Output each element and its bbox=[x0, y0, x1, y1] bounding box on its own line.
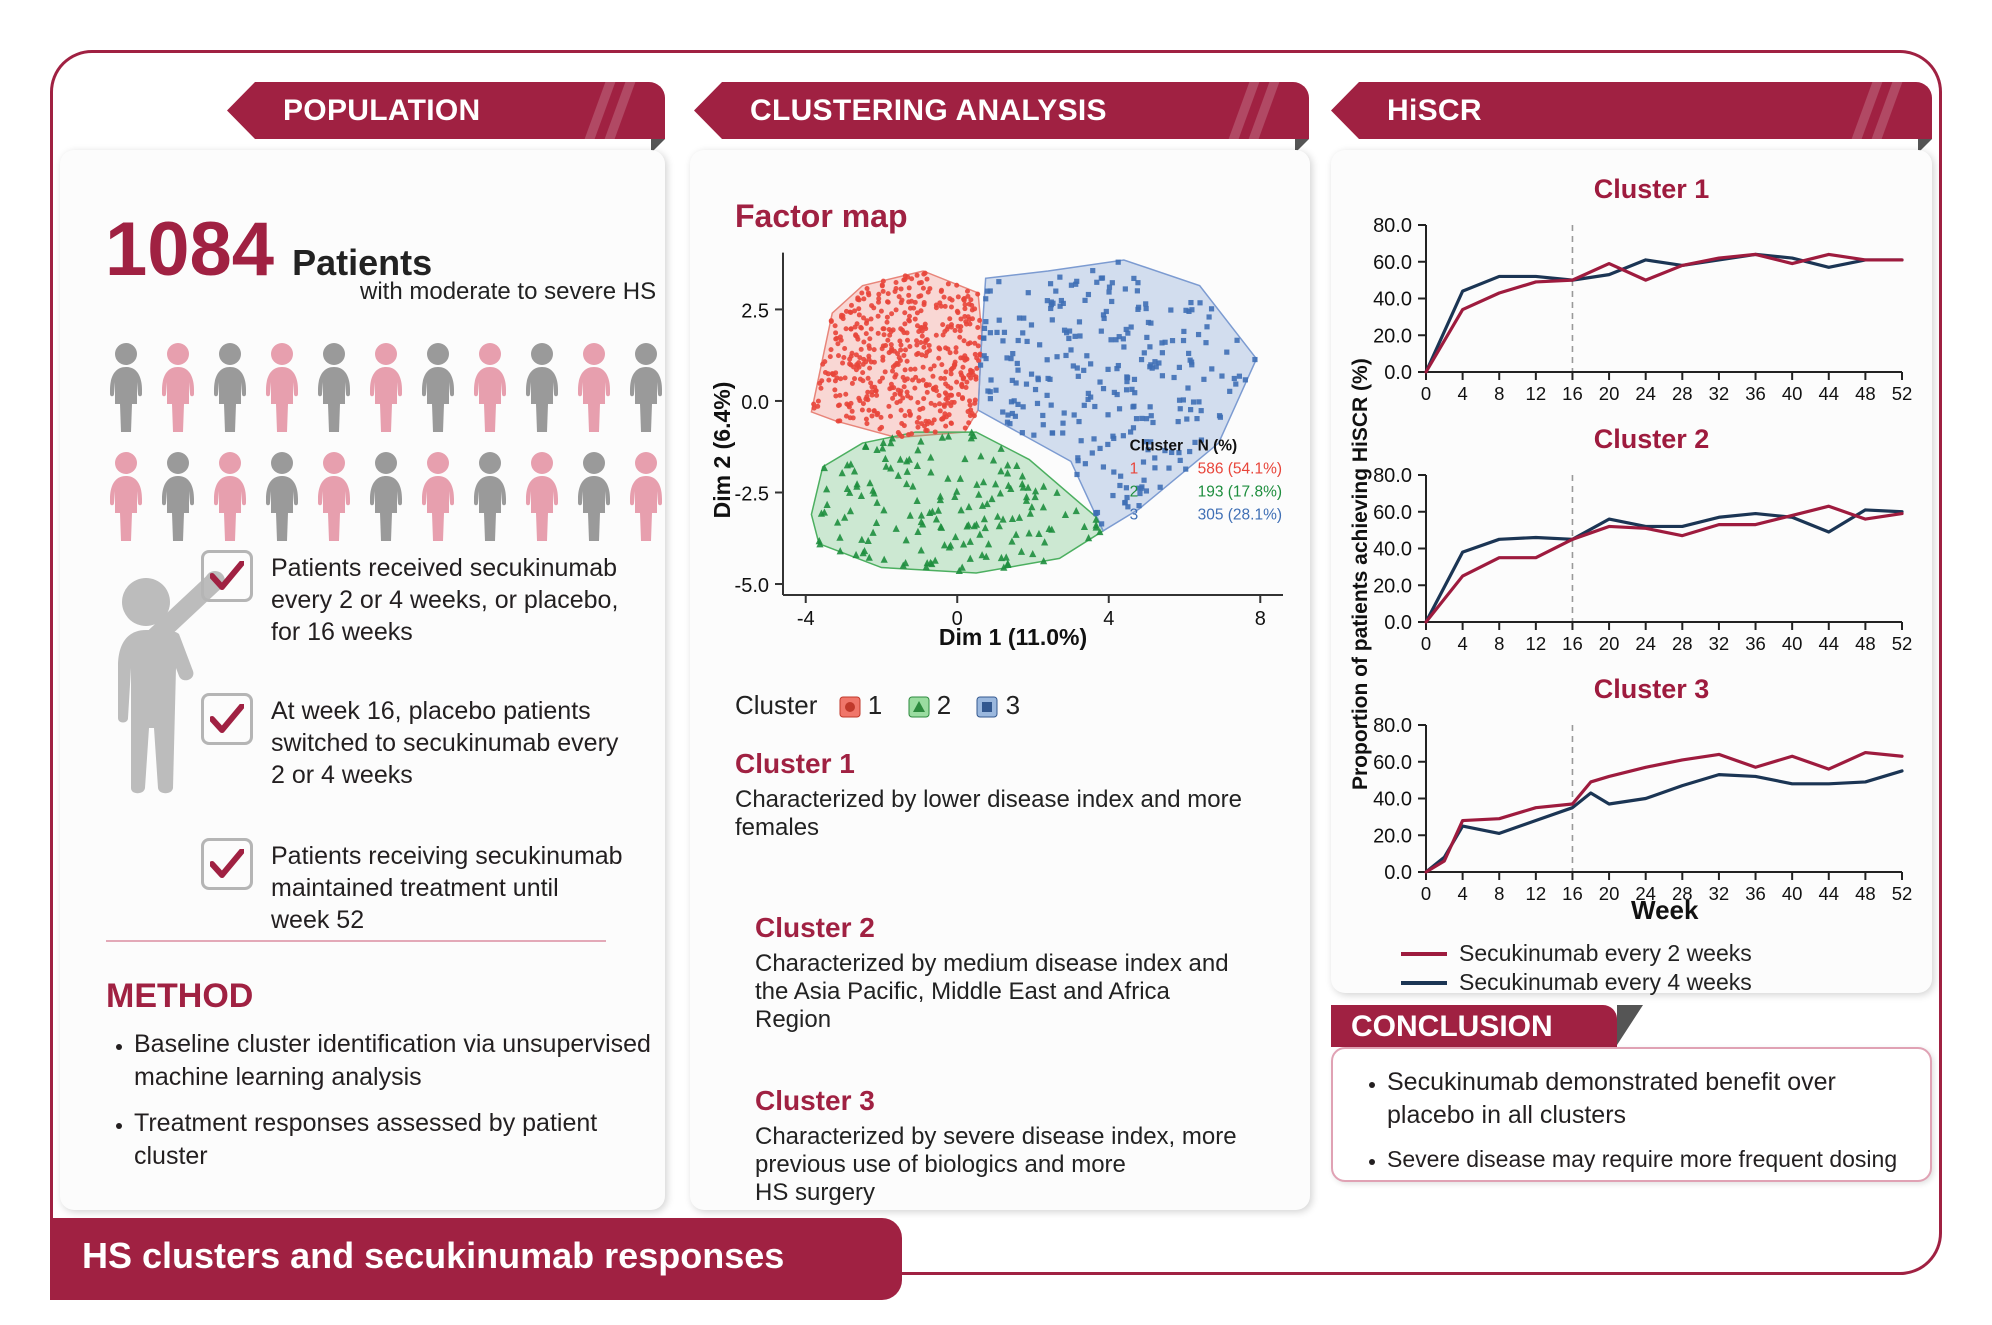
svg-text:3: 3 bbox=[1130, 506, 1139, 523]
svg-text:80.0: 80.0 bbox=[1373, 215, 1412, 237]
svg-text:8: 8 bbox=[1494, 383, 1504, 404]
svg-text:193 (17.8%): 193 (17.8%) bbox=[1198, 483, 1282, 500]
svg-text:20: 20 bbox=[1599, 383, 1620, 404]
svg-text:48: 48 bbox=[1855, 633, 1876, 654]
svg-text:36: 36 bbox=[1745, 633, 1766, 654]
svg-text:60.0: 60.0 bbox=[1373, 252, 1412, 274]
svg-text:52: 52 bbox=[1892, 883, 1913, 904]
svg-text:44: 44 bbox=[1818, 633, 1839, 654]
svg-text:44: 44 bbox=[1818, 383, 1839, 404]
svg-text:0: 0 bbox=[1421, 383, 1431, 404]
svg-text:12: 12 bbox=[1526, 383, 1547, 404]
svg-text:12: 12 bbox=[1526, 883, 1547, 904]
svg-text:32: 32 bbox=[1709, 883, 1730, 904]
svg-text:40.0: 40.0 bbox=[1373, 289, 1412, 311]
svg-text:Cluster 1: Cluster 1 bbox=[1594, 174, 1710, 204]
svg-text:32: 32 bbox=[1709, 633, 1730, 654]
svg-text:0: 0 bbox=[1421, 883, 1431, 904]
svg-text:16: 16 bbox=[1562, 883, 1583, 904]
svg-text:12: 12 bbox=[1526, 633, 1547, 654]
svg-text:28: 28 bbox=[1672, 383, 1693, 404]
svg-text:28: 28 bbox=[1672, 633, 1693, 654]
svg-text:60.0: 60.0 bbox=[1373, 502, 1412, 524]
svg-text:20.0: 20.0 bbox=[1373, 325, 1412, 347]
svg-text:48: 48 bbox=[1855, 883, 1876, 904]
svg-text:20: 20 bbox=[1599, 883, 1620, 904]
svg-text:52: 52 bbox=[1892, 383, 1913, 404]
svg-text:-4: -4 bbox=[797, 608, 815, 630]
svg-text:4: 4 bbox=[1103, 608, 1114, 630]
svg-text:8: 8 bbox=[1255, 608, 1266, 630]
svg-text:32: 32 bbox=[1709, 383, 1730, 404]
svg-text:Dim 1 (11.0%): Dim 1 (11.0%) bbox=[939, 624, 1087, 650]
svg-text:4: 4 bbox=[1457, 883, 1467, 904]
svg-text:0.0: 0.0 bbox=[1384, 862, 1412, 884]
svg-text:0.0: 0.0 bbox=[1384, 362, 1412, 384]
svg-text:36: 36 bbox=[1745, 883, 1766, 904]
svg-text:40: 40 bbox=[1782, 883, 1803, 904]
svg-text:-2.5: -2.5 bbox=[735, 483, 769, 505]
svg-text:586 (54.1%): 586 (54.1%) bbox=[1198, 460, 1282, 477]
svg-text:20: 20 bbox=[1599, 633, 1620, 654]
svg-text:Dim 2 (6.4%): Dim 2 (6.4%) bbox=[709, 382, 735, 519]
svg-text:0.0: 0.0 bbox=[741, 392, 769, 414]
svg-text:80.0: 80.0 bbox=[1373, 715, 1412, 737]
svg-text:0.0: 0.0 bbox=[1384, 612, 1412, 634]
svg-text:1: 1 bbox=[1130, 460, 1139, 477]
svg-text:-5.0: -5.0 bbox=[735, 575, 769, 597]
svg-text:8: 8 bbox=[1494, 633, 1504, 654]
svg-text:4: 4 bbox=[1457, 633, 1467, 654]
svg-text:Cluster: Cluster bbox=[1130, 437, 1183, 454]
svg-text:60.0: 60.0 bbox=[1373, 752, 1412, 774]
svg-text:305 (28.1%): 305 (28.1%) bbox=[1198, 506, 1282, 523]
svg-text:40.0: 40.0 bbox=[1373, 789, 1412, 811]
svg-text:4: 4 bbox=[1457, 383, 1467, 404]
svg-text:40: 40 bbox=[1782, 383, 1803, 404]
svg-text:52: 52 bbox=[1892, 633, 1913, 654]
svg-text:Cluster 2: Cluster 2 bbox=[1594, 424, 1710, 454]
svg-text:24: 24 bbox=[1635, 633, 1656, 654]
svg-text:48: 48 bbox=[1855, 383, 1876, 404]
svg-text:24: 24 bbox=[1635, 383, 1656, 404]
svg-text:0: 0 bbox=[1421, 633, 1431, 654]
svg-text:2: 2 bbox=[1130, 483, 1139, 500]
svg-text:8: 8 bbox=[1494, 883, 1504, 904]
svg-text:N (%): N (%) bbox=[1198, 437, 1238, 454]
svg-text:40: 40 bbox=[1782, 633, 1803, 654]
svg-text:16: 16 bbox=[1562, 383, 1583, 404]
svg-text:20.0: 20.0 bbox=[1373, 575, 1412, 597]
svg-text:36: 36 bbox=[1745, 383, 1766, 404]
svg-text:2.5: 2.5 bbox=[741, 300, 769, 322]
svg-text:44: 44 bbox=[1818, 883, 1839, 904]
svg-text:40.0: 40.0 bbox=[1373, 539, 1412, 561]
svg-text:Cluster 3: Cluster 3 bbox=[1594, 674, 1710, 704]
svg-text:16: 16 bbox=[1562, 633, 1583, 654]
svg-text:80.0: 80.0 bbox=[1373, 465, 1412, 487]
svg-text:20.0: 20.0 bbox=[1373, 825, 1412, 847]
